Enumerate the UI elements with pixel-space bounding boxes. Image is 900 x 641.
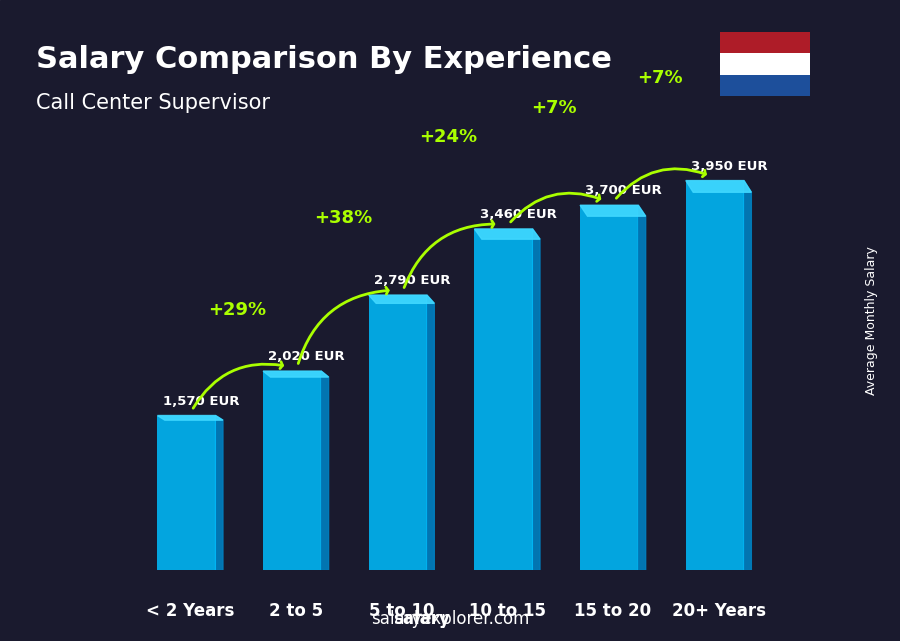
Bar <box>158 415 215 570</box>
Bar <box>263 371 321 570</box>
Bar <box>474 229 533 570</box>
Bar <box>369 295 427 570</box>
Polygon shape <box>321 371 328 570</box>
Bar <box>720 75 810 96</box>
Text: 2 to 5: 2 to 5 <box>269 602 323 620</box>
Polygon shape <box>533 229 540 570</box>
Text: 10 to 15: 10 to 15 <box>469 602 545 620</box>
Polygon shape <box>686 181 751 192</box>
Text: salaryexplorer.com: salaryexplorer.com <box>371 610 529 628</box>
Text: Average Monthly Salary: Average Monthly Salary <box>865 246 878 395</box>
Text: +7%: +7% <box>637 69 683 87</box>
Bar <box>686 181 744 570</box>
Text: +7%: +7% <box>531 99 577 117</box>
Polygon shape <box>263 371 328 377</box>
Text: 3,700 EUR: 3,700 EUR <box>585 185 662 197</box>
Text: 2,790 EUR: 2,790 EUR <box>374 274 451 287</box>
Text: 3,460 EUR: 3,460 EUR <box>480 208 556 221</box>
Polygon shape <box>744 181 752 570</box>
Text: +24%: +24% <box>419 128 478 146</box>
Text: +38%: +38% <box>314 208 372 226</box>
Text: +29%: +29% <box>208 301 266 319</box>
Text: 2,020 EUR: 2,020 EUR <box>268 350 345 363</box>
Text: Call Center Supervisor: Call Center Supervisor <box>36 93 270 113</box>
Polygon shape <box>474 229 540 239</box>
Polygon shape <box>580 205 645 216</box>
Polygon shape <box>215 415 223 570</box>
Text: 3,950 EUR: 3,950 EUR <box>691 160 768 172</box>
Polygon shape <box>369 295 435 303</box>
Text: salary: salary <box>393 610 450 628</box>
Polygon shape <box>158 415 223 420</box>
Polygon shape <box>427 295 435 570</box>
Bar <box>720 32 810 53</box>
Polygon shape <box>638 205 645 570</box>
Text: 20+ Years: 20+ Years <box>671 602 766 620</box>
Bar <box>720 53 810 75</box>
Text: 5 to 10: 5 to 10 <box>369 602 435 620</box>
Text: 15 to 20: 15 to 20 <box>574 602 652 620</box>
Bar <box>580 205 638 570</box>
Text: Salary Comparison By Experience: Salary Comparison By Experience <box>36 45 612 74</box>
Text: < 2 Years: < 2 Years <box>146 602 234 620</box>
Text: 1,570 EUR: 1,570 EUR <box>163 395 239 408</box>
